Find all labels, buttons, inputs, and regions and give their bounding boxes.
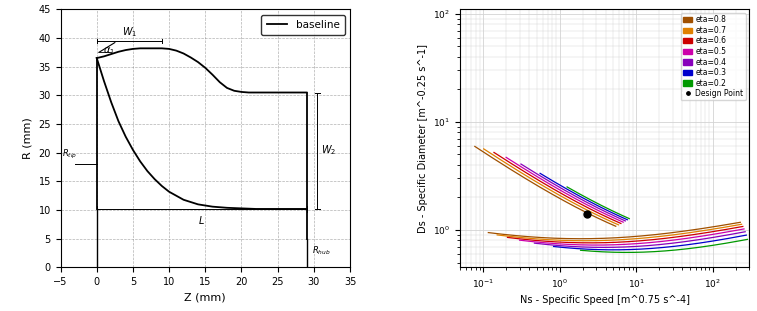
- Text: $\alpha_1$: $\alpha_1$: [102, 45, 114, 57]
- Text: $W_1$: $W_1$: [122, 25, 137, 39]
- Y-axis label: Ds - Specific Diameter [m^-0.25 s^-1]: Ds - Specific Diameter [m^-0.25 s^-1]: [418, 44, 428, 233]
- Legend: eta=0.8, eta=0.7, eta=0.6, eta=0.5, eta=0.4, eta=0.3, eta=0.2, Design Point: eta=0.8, eta=0.7, eta=0.6, eta=0.5, eta=…: [681, 13, 746, 100]
- X-axis label: Z (mm): Z (mm): [185, 293, 226, 303]
- Text: $W_2$: $W_2$: [321, 143, 336, 157]
- Text: $R_{hub}$: $R_{hub}$: [313, 244, 331, 257]
- Text: $L$: $L$: [198, 214, 205, 225]
- X-axis label: Ns - Specific Speed [m^0.75 s^-4]: Ns - Specific Speed [m^0.75 s^-4]: [520, 295, 690, 305]
- Y-axis label: R (mm): R (mm): [23, 118, 33, 159]
- Text: $R_{tip}$: $R_{tip}$: [62, 148, 77, 161]
- Legend: baseline: baseline: [261, 15, 344, 35]
